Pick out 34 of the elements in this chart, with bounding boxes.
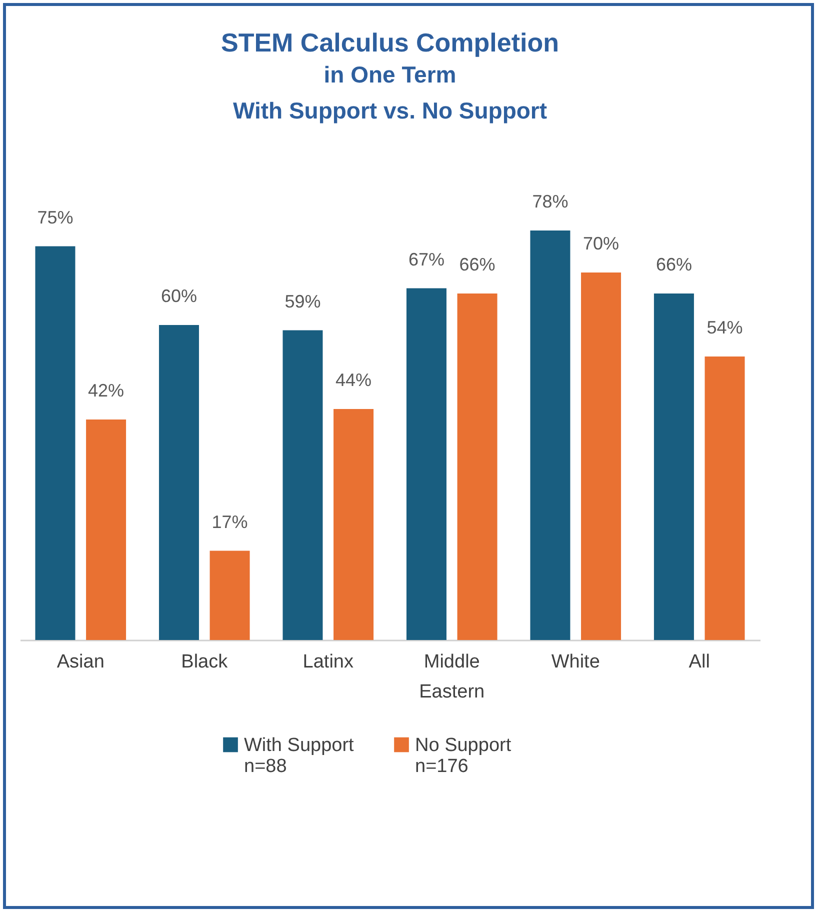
data-label: 70%	[583, 234, 620, 254]
x-tick-label: Middle Eastern	[419, 652, 485, 702]
x-tick-label: Black	[181, 652, 228, 672]
bar	[457, 294, 498, 640]
bar	[282, 330, 323, 640]
bar	[530, 230, 570, 640]
legend-label: No Support n=176	[415, 734, 512, 777]
data-label: 59%	[284, 291, 321, 312]
x-tick-label: All	[688, 652, 710, 672]
data-label: 66%	[656, 254, 692, 274]
data-label: 60%	[160, 286, 197, 306]
data-label: 78%	[532, 192, 568, 212]
data-label: 42%	[88, 380, 124, 400]
bar	[581, 272, 622, 640]
bar	[86, 420, 126, 640]
bar	[334, 409, 374, 640]
legend-label: With Support n=88	[244, 734, 355, 777]
data-label: 67%	[408, 249, 444, 270]
bar	[406, 288, 446, 640]
chart-subtitle: in One Term With Support vs. No Support	[232, 62, 548, 124]
bar	[654, 294, 694, 640]
data-label: 44%	[336, 370, 372, 390]
data-label: 66%	[459, 254, 496, 274]
chart-title: STEM Calculus Completion	[220, 28, 560, 58]
data-label: 75%	[37, 207, 74, 228]
x-tick-label: White	[551, 652, 600, 672]
bar	[158, 325, 199, 640]
bar	[35, 246, 76, 640]
bar	[704, 356, 745, 640]
x-tick-label: Latinx	[302, 652, 354, 672]
data-label: 54%	[706, 318, 743, 338]
data-label: 17%	[212, 512, 248, 532]
bar	[210, 550, 250, 640]
x-tick-label: Asian	[56, 652, 104, 672]
